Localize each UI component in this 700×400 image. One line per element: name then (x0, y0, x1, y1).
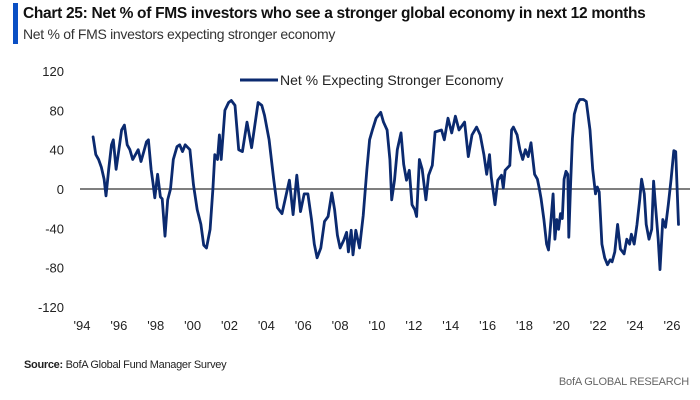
chart-title: Chart 25: Net % of FMS investors who see… (23, 5, 646, 22)
chart-subtitle: Net % of FMS investors expecting stronge… (23, 26, 336, 42)
y-tick-label: -40 (45, 221, 64, 236)
y-tick-label: -80 (45, 261, 64, 276)
x-tick-label: '94 (74, 318, 91, 333)
x-tick-label: '22 (590, 318, 607, 333)
title-accent-bar (13, 3, 18, 44)
y-axis: 120 80 40 0 -40 -80 -120 (38, 64, 64, 315)
y-tick-label: 120 (42, 64, 64, 79)
brand-label: BofA GLOBAL RESEARCH (558, 376, 689, 388)
x-tick-label: '26 (664, 318, 681, 333)
x-tick-label: '18 (516, 318, 533, 333)
x-tick-label: '08 (332, 318, 349, 333)
x-tick-label: '98 (147, 318, 164, 333)
source-text: BofA Global Fund Manager Survey (65, 359, 227, 371)
x-tick-label: '20 (553, 318, 570, 333)
y-tick-label: -120 (38, 300, 64, 315)
x-tick-label: '06 (295, 318, 312, 333)
x-tick-label: '12 (405, 318, 422, 333)
x-tick-label: '96 (110, 318, 127, 333)
y-tick-label: 40 (50, 143, 64, 158)
series-group (91, 98, 680, 272)
x-tick-label: '02 (221, 318, 238, 333)
x-tick-label: '10 (369, 318, 386, 333)
y-tick-label: 80 (50, 103, 64, 118)
series-line (91, 98, 680, 272)
y-tick-label: 0 (57, 182, 64, 197)
source-note: Source: BofA Global Fund Manager Survey (24, 359, 227, 371)
legend-label: Net % Expecting Stronger Economy (280, 72, 503, 88)
x-tick-label: '24 (627, 318, 644, 333)
x-tick-label: '16 (479, 318, 496, 333)
legend: Net % Expecting Stronger Economy (240, 72, 503, 88)
x-tick-label: '04 (258, 318, 275, 333)
x-tick-label: '00 (184, 318, 201, 333)
x-tick-label: '14 (442, 318, 459, 333)
x-axis: '94 '96 '98 '00 '02 '04 '06 '08 '10 '12 '14 '16 '18 '… (74, 318, 681, 333)
source-label: Source: (24, 359, 63, 371)
